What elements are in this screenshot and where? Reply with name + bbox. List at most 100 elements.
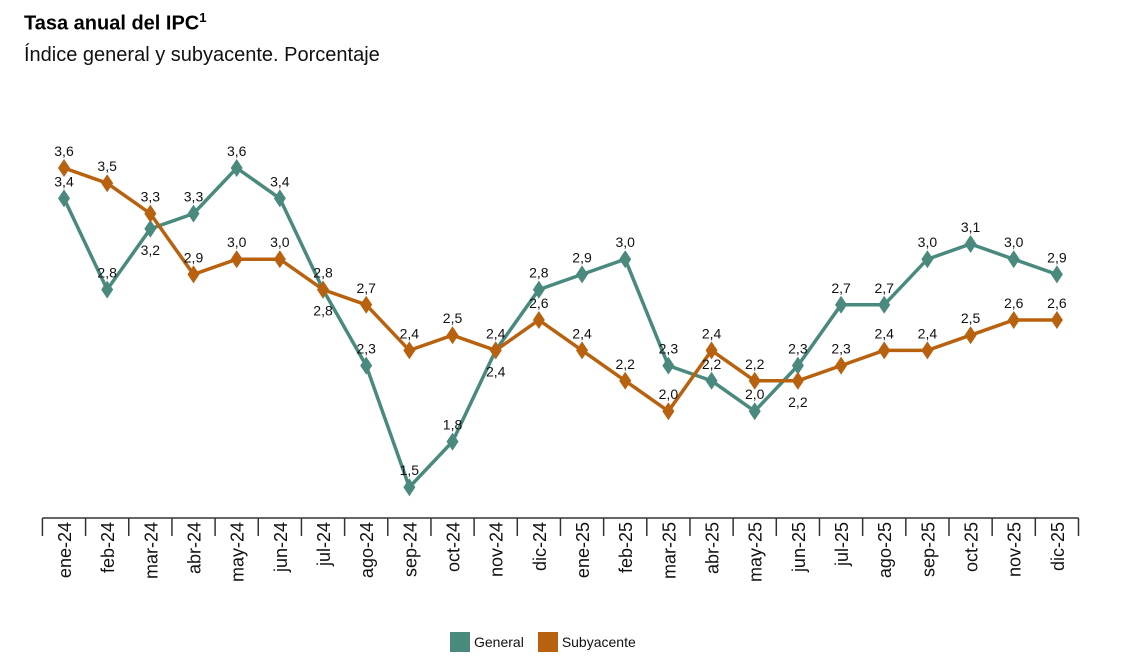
data-point-subyacente	[964, 326, 977, 345]
legend: General Subyacente	[450, 632, 636, 652]
data-label-subyacente: 2,2	[615, 356, 635, 372]
legend-swatch-general	[450, 632, 470, 652]
data-point-general	[403, 478, 416, 497]
data-label-subyacente: 2,4	[572, 325, 592, 341]
data-point-subyacente	[662, 402, 675, 421]
data-point-general	[360, 356, 373, 375]
data-label-general: 1,5	[400, 462, 420, 478]
data-label-general: 2,7	[874, 280, 894, 296]
data-point-general	[101, 280, 114, 299]
chart-title: Tasa anual del IPC1	[24, 10, 207, 35]
x-tick-label: ene-24	[55, 522, 75, 578]
x-tick-label: oct-24	[444, 522, 464, 572]
data-label-subyacente: 3,5	[97, 158, 117, 174]
data-label-general: 2,9	[572, 249, 592, 265]
x-tick-label: jul-24	[314, 522, 334, 567]
data-label-subyacente: 2,4	[486, 325, 506, 341]
data-point-subyacente	[446, 326, 459, 345]
data-point-subyacente	[101, 174, 114, 193]
x-tick-label: dic-24	[530, 522, 550, 571]
x-tick-label: may-25	[746, 522, 766, 582]
data-label-subyacente: 2,6	[529, 295, 549, 311]
data-label-general: 3,4	[270, 173, 290, 189]
data-point-general	[1050, 265, 1063, 284]
series-line-subyacente	[63, 166, 1057, 414]
data-label-general: 3,1	[961, 219, 981, 235]
series-line-general	[62, 165, 1058, 491]
data-label-general: 2,7	[831, 280, 851, 296]
data-point-general	[58, 189, 70, 208]
data-point-general	[921, 250, 934, 269]
data-label-subyacente: 2,8	[313, 265, 333, 281]
data-label-subyacente: 2,2	[788, 394, 808, 410]
data-label-general: 3,0	[615, 234, 635, 250]
data-label-subyacente: 2,6	[1004, 295, 1024, 311]
data-point-general	[748, 402, 761, 421]
legend-swatch-subyacente	[537, 632, 558, 652]
x-tick-label: ene-25	[573, 522, 593, 578]
data-label-general: 2,3	[659, 341, 679, 357]
data-point-subyacente	[1007, 311, 1020, 329]
data-label-subyacente: 2,3	[831, 341, 851, 357]
data-point-general	[1007, 250, 1020, 269]
data-label-general: 2,3	[788, 341, 808, 357]
x-tick-label: abr-24	[185, 522, 205, 574]
x-tick-label: jul-25	[832, 522, 852, 567]
data-point-subyacente	[360, 295, 373, 314]
x-tick-label: oct-25	[962, 522, 982, 572]
data-point-subyacente	[576, 341, 589, 360]
x-tick-label: feb-24	[98, 522, 118, 573]
data-label-general: 2,8	[97, 265, 117, 281]
data-point-subyacente	[532, 311, 545, 329]
data-point-general	[230, 159, 243, 177]
data-label-general: 3,2	[141, 242, 161, 258]
legend-label-subyacente: Subyacente	[561, 634, 636, 650]
data-label-subyacente: 2,4	[874, 325, 894, 341]
data-label-general: 3,4	[54, 173, 74, 189]
data-point-general	[187, 204, 200, 223]
data-point-subyacente	[317, 280, 330, 299]
data-point-general	[144, 219, 157, 238]
data-point-general	[619, 250, 632, 269]
x-tick-label: nov-24	[487, 522, 507, 577]
data-point-subyacente	[791, 371, 804, 390]
data-point-subyacente	[878, 341, 891, 360]
data-label-general: 2,9	[1047, 249, 1067, 265]
x-tick-label: jun-25	[789, 522, 809, 573]
x-tick-label: may-24	[228, 522, 248, 582]
x-tick-label: sep-24	[400, 522, 420, 577]
data-label-subyacente: 2,4	[918, 325, 938, 341]
data-point-general	[705, 371, 718, 390]
legend-label-general: General	[474, 634, 524, 650]
x-tick-label: ago-24	[357, 522, 377, 578]
data-label-general: 3,0	[1004, 234, 1024, 250]
data-point-subyacente	[187, 265, 200, 284]
data-label-subyacente: 3,6	[54, 143, 74, 159]
data-point-subyacente	[273, 250, 286, 269]
data-point-subyacente	[705, 341, 718, 360]
data-point-subyacente	[921, 341, 934, 360]
x-tick-label: mar-25	[659, 522, 679, 579]
data-label-general: 2,8	[313, 303, 333, 319]
data-point-subyacente	[1050, 311, 1063, 329]
data-label-subyacente: 2,4	[400, 325, 420, 341]
data-label-general: 2,4	[486, 363, 506, 379]
x-tick-label: mar-24	[141, 522, 161, 579]
data-label-subyacente: 3,3	[141, 189, 161, 205]
data-point-general	[964, 235, 977, 253]
data-label-general: 2,3	[356, 341, 376, 357]
data-label-subyacente: 2,2	[745, 356, 765, 372]
data-label-subyacente: 2,9	[184, 249, 204, 265]
data-label-general: 3,3	[184, 189, 204, 205]
data-point-subyacente	[835, 356, 848, 375]
data-label-subyacente: 3,0	[227, 234, 247, 250]
chart-subtitle: Índice general y subyacente. Porcentaje	[24, 44, 380, 66]
x-tick-label: ago-25	[875, 522, 895, 578]
data-point-general	[273, 189, 286, 208]
x-tick-label: jun-24	[271, 522, 291, 573]
legend-item-subyacente: Subyacente	[537, 632, 636, 652]
data-point-general	[878, 295, 891, 314]
data-point-subyacente	[144, 204, 157, 223]
